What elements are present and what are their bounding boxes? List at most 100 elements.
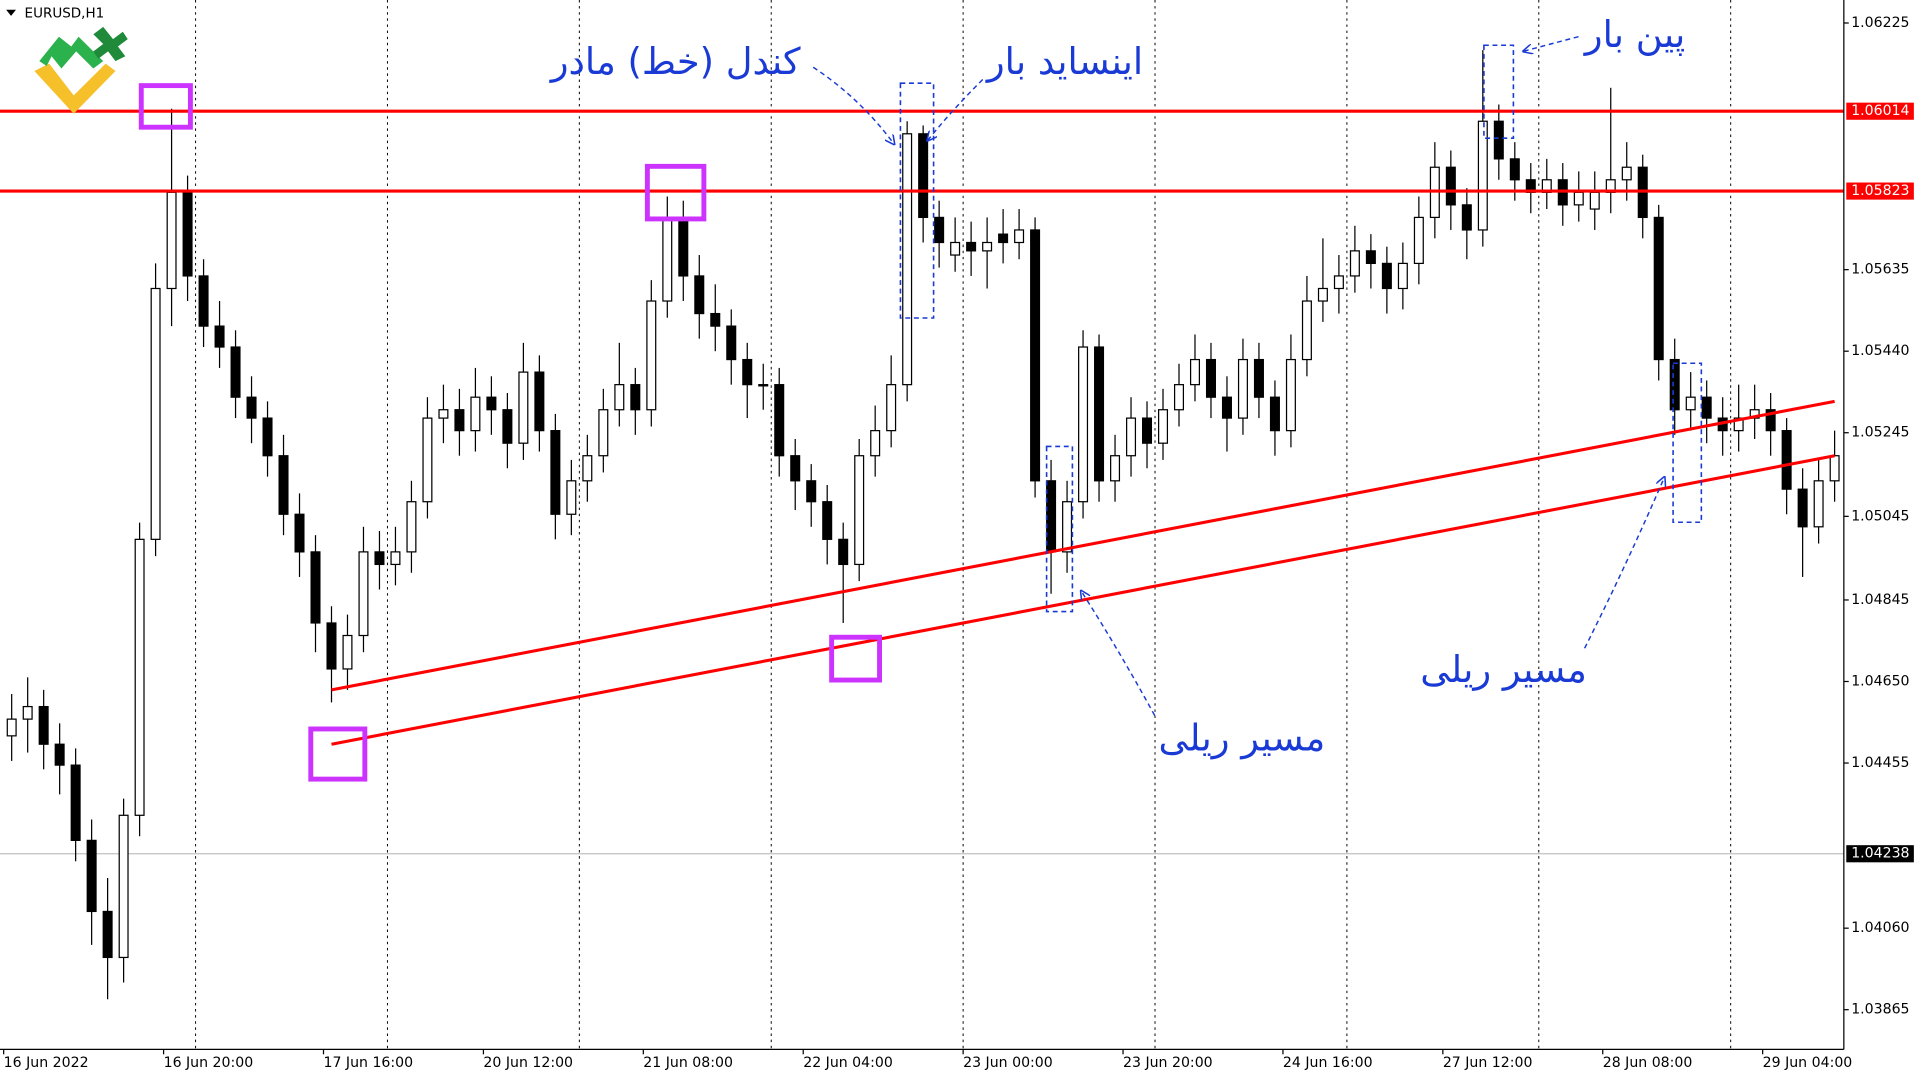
candle-body <box>790 455 801 482</box>
candle-body <box>1781 430 1792 490</box>
candle-body <box>1621 166 1632 181</box>
candle-body <box>1253 358 1264 398</box>
candle-body <box>1397 262 1408 290</box>
arrow <box>1081 591 1156 716</box>
arrow <box>1583 477 1665 649</box>
candle-body <box>1110 455 1121 482</box>
candle-body <box>534 371 545 432</box>
y-tick-label: 1.04650 <box>1851 674 1909 690</box>
candle-body <box>486 396 497 411</box>
candle-body <box>502 409 513 444</box>
candle-body <box>566 480 577 515</box>
candle-body <box>934 216 945 244</box>
candle-body <box>438 409 449 419</box>
candle-body <box>1493 120 1504 160</box>
candle-body <box>966 241 977 252</box>
candle-body <box>630 384 641 411</box>
x-tick-label: 29 Jun 04:00 <box>1763 1055 1853 1071</box>
candle-body <box>1094 346 1105 482</box>
x-tick-label: 27 Jun 12:00 <box>1443 1055 1533 1071</box>
candle-body <box>182 191 193 277</box>
candle-body <box>1509 158 1520 181</box>
candle-body <box>838 538 849 566</box>
candle-body <box>1189 358 1201 386</box>
candle-body <box>198 275 209 327</box>
candle-body <box>998 233 1009 244</box>
candle-body <box>1062 501 1073 553</box>
y-tick-label: 1.05440 <box>1851 343 1909 359</box>
candle-body <box>1445 166 1456 206</box>
highlight-box <box>829 634 882 683</box>
candle-body <box>1157 409 1169 444</box>
annotation: اینساید بار <box>985 40 1143 83</box>
candle-body <box>870 430 881 457</box>
candle-body <box>582 455 593 482</box>
trendline <box>331 399 1835 692</box>
candle-body <box>374 551 385 566</box>
candle-body <box>1126 417 1137 457</box>
candle-body <box>694 275 705 315</box>
candle-body <box>342 634 353 670</box>
candle-body <box>1829 455 1840 482</box>
candle-body <box>614 384 625 411</box>
x-tick-label: 16 Jun 2022 <box>4 1055 89 1071</box>
candle-body <box>1301 300 1312 361</box>
y-tick-label: 1.03865 <box>1851 1002 1909 1018</box>
candle-body <box>1413 216 1424 265</box>
candle-body <box>278 455 289 515</box>
y-tick-label: 1.04060 <box>1851 920 1909 936</box>
candle-body <box>806 480 817 503</box>
candle-body <box>1589 191 1600 210</box>
candle-body <box>230 346 241 398</box>
level-label-box <box>1846 182 1914 200</box>
candle-body <box>742 358 753 386</box>
highlight-box <box>644 163 707 222</box>
candle-body <box>902 133 913 386</box>
y-tick-label: 1.04845 <box>1851 592 1909 608</box>
candle-body <box>1733 417 1744 432</box>
y-tick-label: 1.05045 <box>1851 508 1909 524</box>
candle-body <box>390 551 401 566</box>
candle-body <box>118 814 129 959</box>
candle-body <box>150 287 161 540</box>
candle-body <box>326 622 337 670</box>
candle-body <box>310 551 321 624</box>
annotation: پین بار <box>1583 13 1685 56</box>
candle-body <box>70 764 81 841</box>
pattern-box <box>1483 44 1515 140</box>
candle-body <box>726 325 737 361</box>
candle-body <box>982 241 993 252</box>
x-tick-label: 23 Jun 20:00 <box>1123 1055 1213 1071</box>
x-tick-label: 20 Jun 12:00 <box>483 1055 573 1071</box>
candle-body <box>774 384 785 457</box>
level-label-box <box>1846 102 1914 120</box>
candle-body <box>1317 287 1328 302</box>
candle-body <box>518 371 529 444</box>
title-icon <box>6 9 16 16</box>
overlay-layer: کندل (خط) مادر اینساید بار پین بار مسیر … <box>6 5 1703 782</box>
candle-body <box>246 396 257 419</box>
candle-body <box>1221 396 1232 419</box>
candle-body <box>918 133 929 219</box>
candle-body <box>678 216 689 277</box>
candle-body <box>294 513 305 553</box>
candle-body <box>166 191 177 290</box>
marks-layer <box>0 50 1844 1000</box>
candle-body <box>1269 396 1280 432</box>
arrow <box>1523 35 1579 52</box>
candle-body <box>710 312 721 327</box>
candle-body <box>950 241 961 256</box>
current-price-label: 1.04238 <box>1851 846 1909 862</box>
candle-body <box>86 839 97 913</box>
candle-body <box>1797 488 1808 528</box>
candle-body <box>406 501 417 553</box>
candle-body <box>1205 358 1216 398</box>
candle-body <box>1173 384 1185 411</box>
candle-body <box>6 718 17 737</box>
x-tick-label: 22 Jun 04:00 <box>803 1055 893 1071</box>
candle-body <box>1046 480 1057 553</box>
candle-body <box>1349 250 1360 277</box>
candle-body <box>1477 120 1488 231</box>
